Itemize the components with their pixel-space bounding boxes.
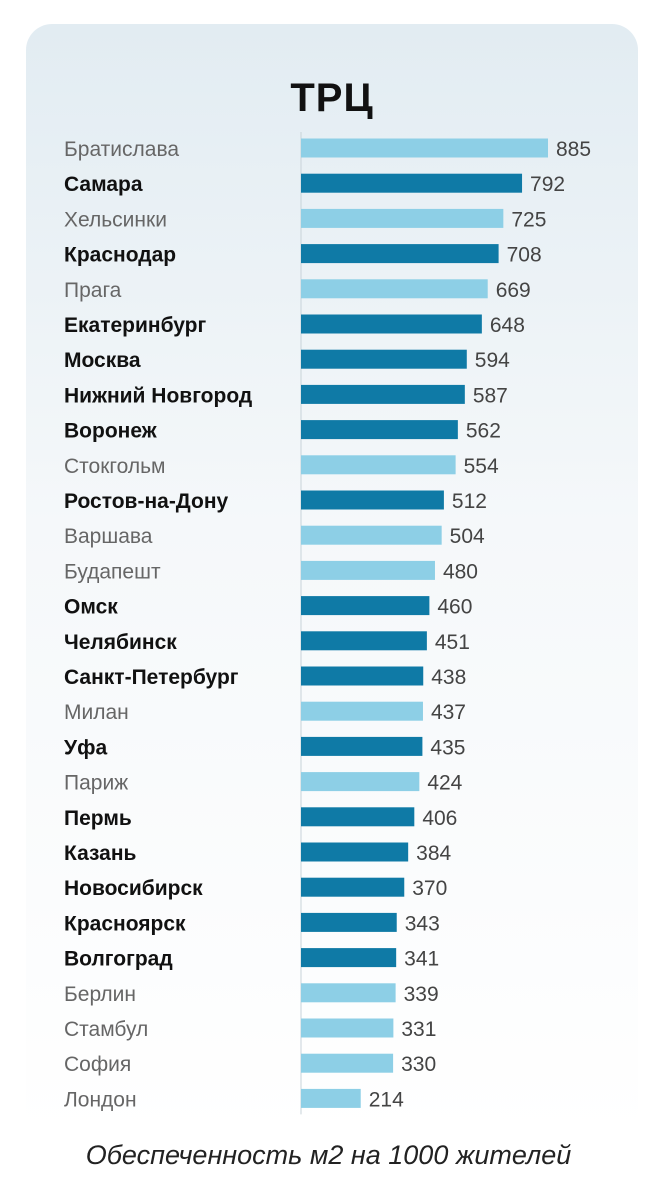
value-label: 460: [437, 596, 472, 619]
value-label: 725: [511, 208, 546, 231]
category-label: Ростов-на-Дону: [64, 490, 229, 513]
value-label: 330: [401, 1053, 436, 1076]
bar: [301, 384, 465, 404]
value-label: 370: [412, 877, 447, 900]
value-label: 435: [430, 736, 465, 759]
value-label: 438: [431, 666, 466, 689]
value-label: 648: [490, 314, 525, 337]
category-label: Краснодар: [64, 244, 176, 267]
value-label: 792: [530, 173, 565, 196]
bar: [301, 1088, 361, 1108]
bar: [301, 736, 423, 756]
bar: [301, 807, 415, 827]
bar: [301, 596, 430, 616]
bar: [301, 1018, 394, 1038]
value-label: 341: [404, 948, 439, 971]
bar: [301, 244, 499, 264]
bar: [301, 560, 435, 580]
value-label: 594: [475, 349, 510, 372]
value-label: 406: [422, 807, 457, 830]
bar: [301, 1053, 394, 1073]
value-label: 480: [443, 560, 478, 583]
value-label: 708: [507, 244, 542, 267]
value-label: 343: [405, 912, 440, 935]
category-label: Москва: [64, 349, 141, 372]
category-label: Париж: [64, 772, 128, 795]
category-label: Пермь: [64, 807, 132, 830]
bar: [301, 208, 504, 228]
category-label: Стамбул: [64, 1018, 148, 1041]
category-label: Стокгольм: [64, 455, 165, 478]
category-label: Берлин: [64, 983, 136, 1006]
bar: [301, 173, 523, 193]
value-label: 331: [401, 1018, 436, 1041]
value-label: 554: [464, 455, 499, 478]
bar: [301, 490, 444, 510]
bar: [301, 983, 396, 1003]
bar: [301, 279, 488, 299]
value-label: 562: [466, 420, 501, 443]
bar: [301, 842, 409, 862]
bar: [301, 666, 424, 686]
category-label: Новосибирск: [64, 877, 203, 900]
category-label: Милан: [64, 701, 129, 724]
category-label: Екатеринбург: [64, 314, 207, 337]
category-label: Челябинск: [64, 631, 177, 654]
bar: [301, 912, 397, 932]
bar: [301, 420, 458, 440]
bar: [301, 701, 423, 721]
category-label: София: [64, 1053, 131, 1076]
category-label: Братислава: [64, 138, 179, 161]
chart-footnote: Обеспеченность м2 на 1000 жителей: [85, 1140, 572, 1170]
value-label: 424: [427, 772, 462, 795]
category-label: Санкт-Петербург: [64, 666, 239, 689]
category-label: Нижний Новгород: [64, 384, 252, 407]
category-label: Самара: [64, 173, 143, 196]
bar: [301, 525, 442, 545]
value-label: 437: [431, 701, 466, 724]
category-label: Варшава: [64, 525, 153, 548]
value-label: 451: [435, 631, 470, 654]
bar: [301, 948, 397, 968]
value-label: 504: [450, 525, 485, 548]
bar: [301, 772, 420, 792]
category-label: Лондон: [64, 1088, 137, 1111]
value-label: 214: [369, 1088, 404, 1111]
category-label: Волгоград: [64, 948, 173, 971]
bar: [301, 138, 548, 158]
category-label: Будапешт: [64, 560, 161, 583]
value-label: 384: [416, 842, 451, 865]
bar: [301, 877, 405, 897]
chart-title: ТРЦ: [290, 76, 374, 120]
category-label: Уфа: [64, 736, 107, 759]
category-label: Казань: [64, 842, 137, 865]
value-label: 885: [556, 138, 591, 161]
bar: [301, 455, 456, 475]
value-label: 587: [473, 384, 508, 407]
category-label: Прага: [64, 279, 122, 302]
category-label: Воронеж: [64, 420, 158, 443]
category-label: Омск: [64, 596, 118, 619]
category-label: Хельсинки: [64, 208, 167, 231]
value-label: 339: [404, 983, 439, 1006]
bar: [301, 314, 482, 334]
bar: [301, 349, 467, 369]
value-label: 512: [452, 490, 487, 513]
bar: [301, 631, 427, 651]
value-label: 669: [496, 279, 531, 302]
category-label: Красноярск: [64, 912, 186, 935]
